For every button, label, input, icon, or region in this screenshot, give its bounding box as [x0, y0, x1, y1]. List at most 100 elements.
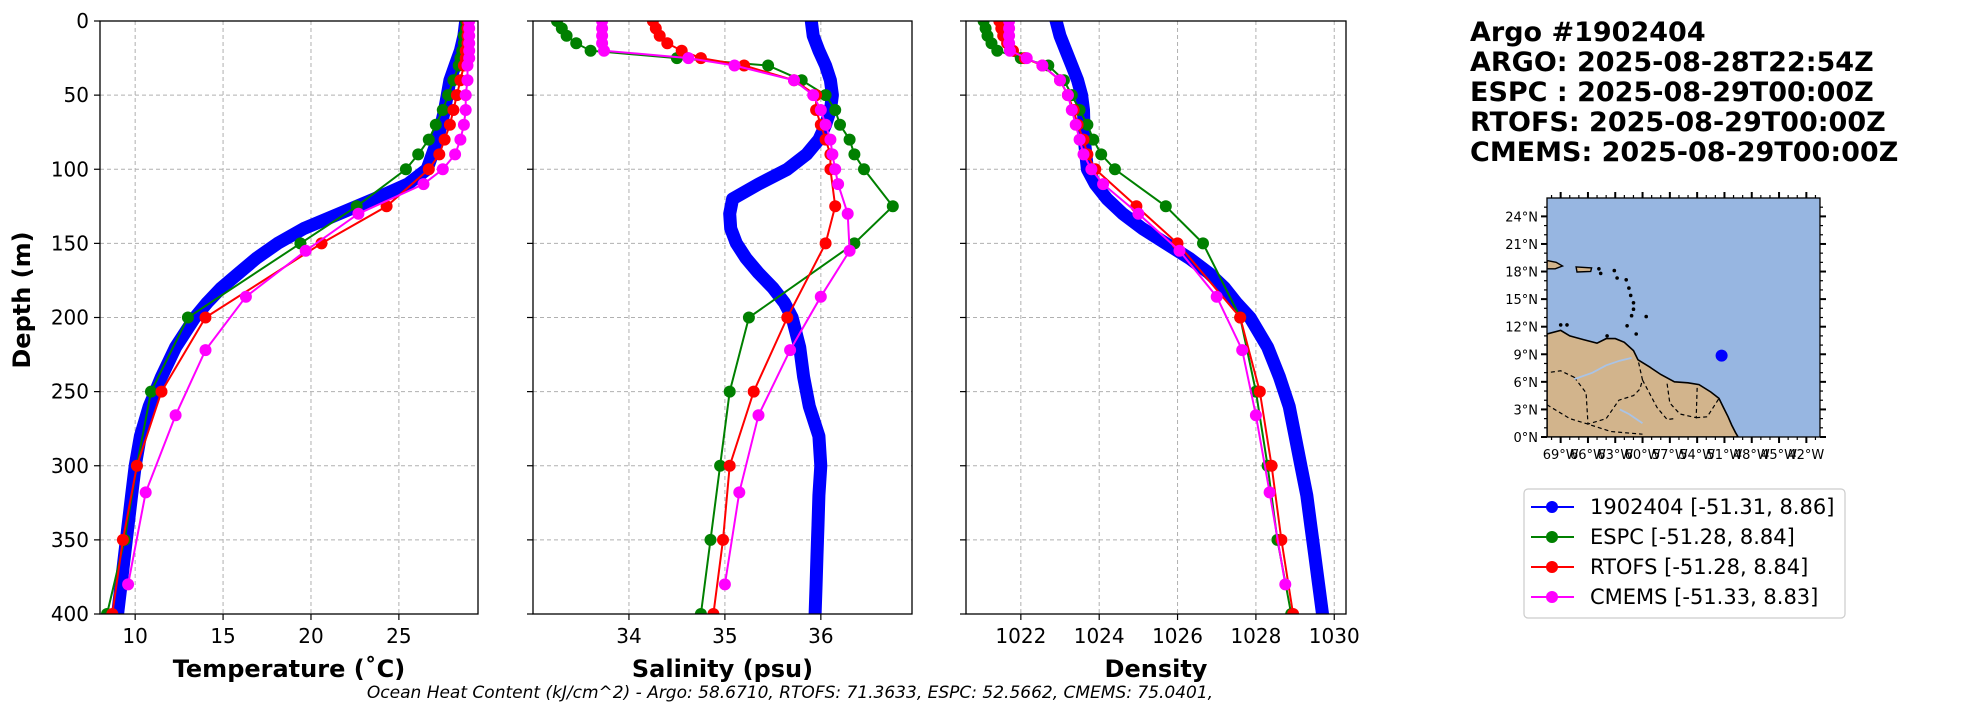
data-point-cmems-temperature: [461, 74, 474, 87]
depth-axis-label: Depth (m): [8, 231, 36, 368]
data-point-espc-salinity: [742, 311, 755, 324]
data-point-espc-salinity: [694, 608, 707, 614]
map-country-border: [1641, 379, 1675, 421]
map-country-border: [1573, 359, 1644, 425]
x-tick-label: 15: [210, 624, 235, 648]
legend-label-espc: ESPC [-51.28, 8.84]: [1590, 525, 1795, 549]
legend-marker-cmems: [1546, 591, 1558, 603]
data-point-cmems-density: [1061, 89, 1074, 102]
data-point-cmems-temperature: [139, 486, 152, 499]
data-point-espc-density: [1159, 200, 1172, 213]
data-point-rtofs-salinity: [747, 385, 760, 398]
data-point-espc-salinity: [704, 533, 717, 546]
x-tick-label: 20: [298, 624, 323, 648]
x-tick-label: 1030: [1309, 624, 1360, 648]
data-point-cmems-salinity: [814, 104, 827, 116]
data-point-espc-salinity: [762, 59, 775, 72]
x-tick-label: 1028: [1230, 624, 1281, 648]
map-island-0: [1547, 259, 1565, 270]
data-point-rtofs-temperature: [155, 385, 168, 398]
data-point-cmems-temperature: [449, 148, 462, 161]
map-lat-label: 21°N: [1505, 238, 1538, 253]
y-tick-label: 50: [64, 83, 89, 107]
data-point-rtofs-temperature: [422, 163, 435, 176]
map-lon-label: 42°W: [1788, 448, 1824, 463]
legend-box: [1523, 488, 1846, 619]
legend-label-cmems: CMEMS [-51.33, 8.83]: [1590, 585, 1818, 609]
data-point-espc-salinity: [829, 104, 842, 116]
map-river: [1619, 408, 1644, 424]
data-point-espc-salinity: [834, 118, 846, 131]
data-point-rtofs-salinity: [694, 52, 707, 65]
series-group-density: [977, 21, 1329, 614]
series-group-salinity: [551, 21, 899, 614]
map-small-island: [1615, 276, 1619, 280]
data-point-cmems-salinity: [733, 486, 746, 499]
data-point-cmems-density: [1263, 486, 1276, 499]
map-small-island: [1565, 323, 1569, 327]
data-point-cmems-temperature: [417, 178, 430, 191]
data-point-espc-temperature: [399, 163, 412, 176]
data-point-cmems-density: [1069, 118, 1082, 131]
panel-salinity: 34 35 36 Salinity (psu): [527, 20, 913, 683]
x-tick-label: 1022: [995, 624, 1046, 648]
data-point-cmems-temperature: [352, 207, 365, 220]
data-point-rtofs-temperature: [433, 148, 446, 161]
map-small-island: [1612, 268, 1617, 273]
data-point-espc-temperature: [412, 148, 425, 161]
x-tick-label: 1026: [1152, 624, 1203, 648]
data-point-rtofs-temperature: [130, 459, 143, 472]
ocean-heat-content-caption: Ocean Heat Content (kJ/cm^2) - Argo: 58.…: [367, 683, 1213, 703]
data-point-espc-density: [991, 44, 1004, 57]
data-point-rtofs-density: [1287, 608, 1300, 614]
map-small-island: [1631, 307, 1636, 312]
data-point-cmems-temperature: [299, 244, 312, 257]
data-point-cmems-salinity: [841, 207, 854, 220]
panel-density: 1022 1024 1026 1028 1030 Density: [960, 20, 1360, 683]
data-point-cmems-temperature: [454, 133, 467, 146]
data-point-cmems-density: [1132, 207, 1145, 220]
data-point-cmems-temperature: [122, 578, 135, 591]
map-lat-label: 18°N: [1505, 266, 1538, 281]
data-point-rtofs-salinity: [653, 29, 666, 42]
data-point-cmems-salinity: [752, 409, 765, 422]
map-lat-label: 0°N: [1514, 431, 1539, 446]
data-point-cmems-density: [1279, 578, 1292, 591]
map-lat-label: 24°N: [1505, 210, 1538, 225]
y-tick-label: 150: [51, 231, 89, 255]
data-point-cmems-temperature: [199, 344, 212, 357]
data-point-espc-salinity: [570, 37, 583, 50]
data-point-espc-density: [1095, 148, 1108, 161]
x-tick-label: 36: [808, 624, 833, 648]
data-point-rtofs-temperature: [106, 608, 119, 614]
data-point-rtofs-salinity: [661, 37, 674, 50]
data-point-rtofs-temperature: [450, 89, 463, 102]
map-lon-label: 60°W: [1625, 448, 1661, 463]
map-small-island: [1631, 301, 1636, 305]
legend-marker-argo: [1546, 501, 1558, 513]
map-lat-label: 9°N: [1514, 348, 1539, 363]
data-point-espc-temperature: [436, 104, 449, 116]
data-point-rtofs-temperature: [116, 533, 129, 546]
x-axis-label-salinity: Salinity (psu): [632, 655, 813, 683]
data-point-espc-salinity: [714, 459, 727, 472]
data-point-cmems-density: [1077, 148, 1090, 161]
map-lon-label: 63°W: [1597, 448, 1633, 463]
data-point-cmems-salinity: [598, 44, 610, 57]
location-map: 24°N 21°N 18°N 15°N 12°N 9°N 6°N 3°N 0°N 69°W66°W…: [1505, 192, 1826, 463]
data-point-rtofs-salinity: [819, 237, 832, 250]
data-point-espc-temperature: [422, 133, 435, 146]
data-point-cmems-temperature: [457, 118, 470, 131]
map-small-island: [1598, 271, 1603, 276]
map-lon-label: 57°W: [1652, 448, 1688, 463]
data-point-cmems-density: [1054, 74, 1066, 87]
data-point-rtofs-temperature: [199, 311, 212, 324]
map-small-island: [1597, 267, 1601, 271]
data-point-rtofs-temperature: [443, 118, 456, 131]
map-small-island: [1605, 334, 1609, 338]
map-lon-label: 69°W: [1543, 448, 1579, 463]
legend-marker-espc: [1546, 531, 1558, 543]
map-lat-label: 12°N: [1505, 321, 1538, 336]
map-island-1: [1575, 266, 1593, 273]
